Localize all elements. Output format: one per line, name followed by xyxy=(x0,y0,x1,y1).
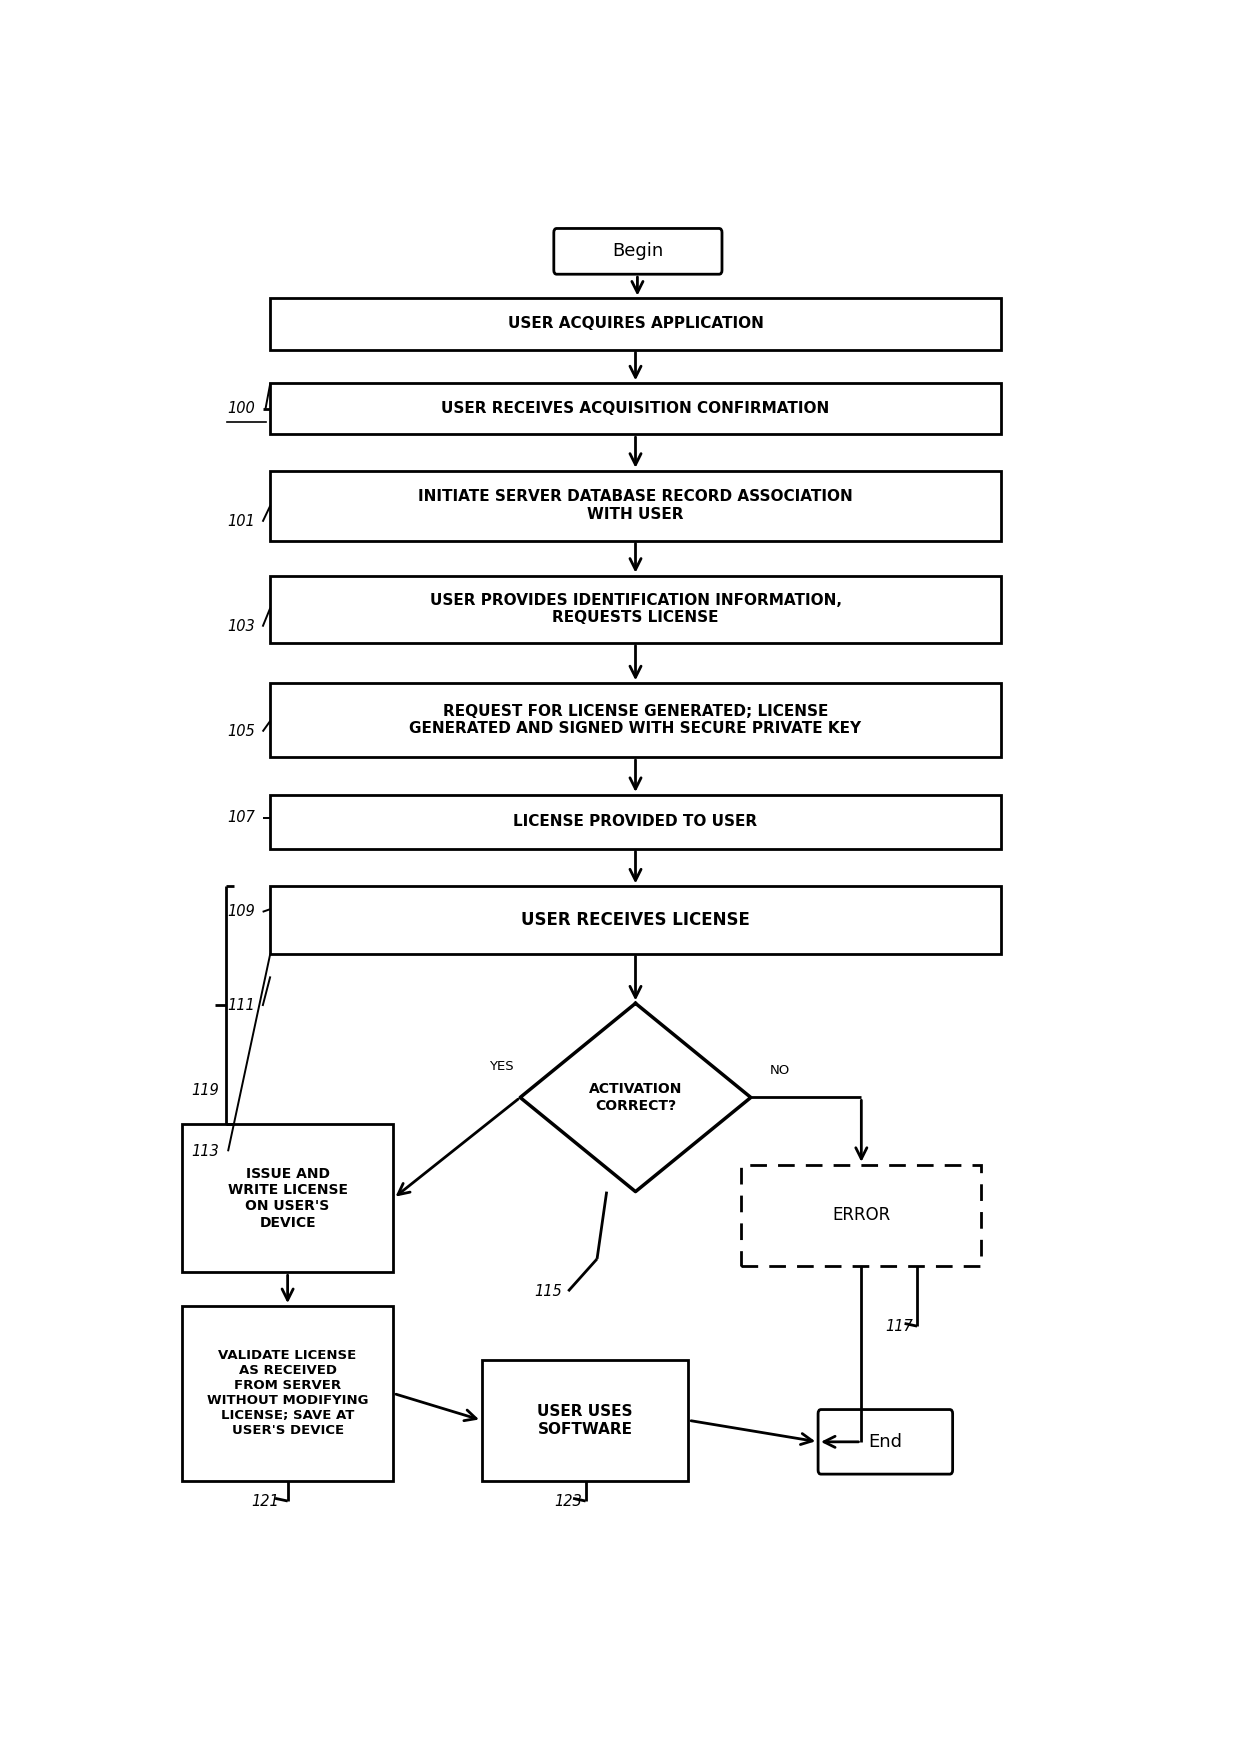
Text: 100: 100 xyxy=(227,402,255,416)
Text: INITIATE SERVER DATABASE RECORD ASSOCIATION
WITH USER: INITIATE SERVER DATABASE RECORD ASSOCIAT… xyxy=(418,489,853,522)
Text: ERROR: ERROR xyxy=(832,1205,890,1225)
Bar xyxy=(270,383,1001,435)
Text: 121: 121 xyxy=(250,1494,279,1508)
Text: 113: 113 xyxy=(191,1144,219,1158)
Text: NO: NO xyxy=(770,1064,790,1078)
Text: USER PROVIDES IDENTIFICATION INFORMATION,
REQUESTS LICENSE: USER PROVIDES IDENTIFICATION INFORMATION… xyxy=(429,592,842,625)
Text: ACTIVATION
CORRECT?: ACTIVATION CORRECT? xyxy=(589,1083,682,1113)
FancyBboxPatch shape xyxy=(818,1410,952,1474)
Text: End: End xyxy=(868,1433,903,1450)
Text: 123: 123 xyxy=(554,1494,582,1508)
Bar xyxy=(270,575,1001,643)
Text: 111: 111 xyxy=(227,999,255,1013)
Text: 109: 109 xyxy=(227,905,255,919)
Bar xyxy=(481,1359,688,1481)
Text: USER ACQUIRES APPLICATION: USER ACQUIRES APPLICATION xyxy=(507,316,764,332)
Text: 107: 107 xyxy=(227,811,255,825)
Bar xyxy=(270,886,1001,954)
Text: USER RECEIVES ACQUISITION CONFIRMATION: USER RECEIVES ACQUISITION CONFIRMATION xyxy=(441,402,830,416)
Bar xyxy=(742,1165,982,1265)
Text: USER RECEIVES LICENSE: USER RECEIVES LICENSE xyxy=(521,910,750,929)
Text: YES: YES xyxy=(489,1060,513,1073)
Bar xyxy=(182,1125,393,1272)
Bar xyxy=(182,1307,393,1481)
Text: 101: 101 xyxy=(227,514,255,529)
Bar xyxy=(270,299,1001,349)
Bar xyxy=(270,683,1001,756)
Bar xyxy=(270,795,1001,849)
Text: 115: 115 xyxy=(534,1284,563,1298)
Text: Begin: Begin xyxy=(613,243,663,260)
Text: 117: 117 xyxy=(885,1319,913,1333)
FancyBboxPatch shape xyxy=(554,229,722,274)
Bar xyxy=(270,470,1001,540)
Text: 103: 103 xyxy=(227,618,255,634)
Text: 119: 119 xyxy=(191,1083,219,1099)
Text: ISSUE AND
WRITE LICENSE
ON USER'S
DEVICE: ISSUE AND WRITE LICENSE ON USER'S DEVICE xyxy=(228,1167,347,1230)
Text: VALIDATE LICENSE
AS RECEIVED
FROM SERVER
WITHOUT MODIFYING
LICENSE; SAVE AT
USER: VALIDATE LICENSE AS RECEIVED FROM SERVER… xyxy=(207,1349,368,1438)
Text: USER USES
SOFTWARE: USER USES SOFTWARE xyxy=(537,1405,632,1436)
Text: 105: 105 xyxy=(227,723,255,739)
Text: REQUEST FOR LICENSE GENERATED; LICENSE
GENERATED AND SIGNED WITH SECURE PRIVATE : REQUEST FOR LICENSE GENERATED; LICENSE G… xyxy=(409,704,862,735)
Text: LICENSE PROVIDED TO USER: LICENSE PROVIDED TO USER xyxy=(513,814,758,830)
